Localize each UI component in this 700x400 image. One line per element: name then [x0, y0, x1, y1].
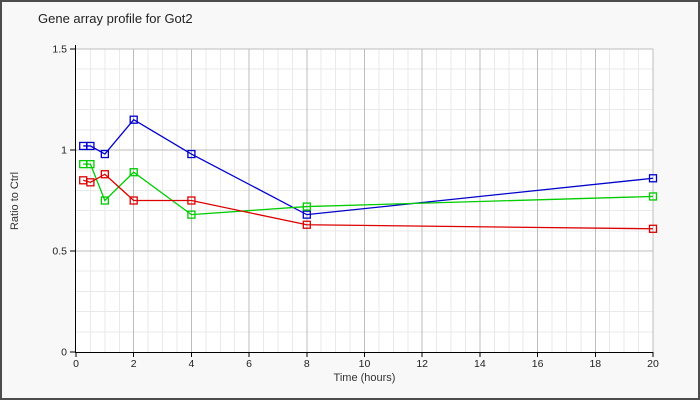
x-tick-label: 0: [73, 358, 79, 370]
green-series-line: [83, 163, 654, 216]
green-series-marker: [100, 196, 109, 205]
green-series-marker: [187, 210, 196, 219]
x-tick-label: 6: [246, 358, 252, 370]
red-series-line: [83, 173, 654, 230]
red-series-marker: [302, 220, 311, 229]
red-series-marker: [100, 170, 109, 179]
y-tick-label: 0: [61, 347, 67, 359]
x-axis-label: Time (hours): [333, 372, 396, 384]
red-series-marker: [86, 178, 95, 187]
x-tick-label: 20: [647, 358, 659, 370]
blue-series-line: [83, 118, 654, 216]
green-series-marker: [129, 168, 138, 177]
green-series-marker: [648, 192, 658, 201]
x-tick-label: 10: [359, 358, 371, 370]
blue-series-marker: [302, 210, 311, 219]
red-series-marker: [648, 224, 658, 233]
green-series-marker: [302, 202, 311, 211]
blue-series-marker: [187, 149, 196, 159]
x-tick-label: 4: [188, 358, 194, 370]
x-tick-label: 14: [474, 358, 486, 370]
blue-series-marker: [100, 149, 109, 159]
red-series-marker: [129, 196, 138, 205]
red-series-marker: [187, 196, 196, 205]
x-tick-label: 16: [532, 358, 544, 370]
blue-series-marker: [129, 115, 138, 124]
blue-series-marker: [86, 141, 95, 151]
y-axis-label: Ratio to Ctrl: [9, 171, 21, 231]
y-tick-label: 1.5: [52, 44, 67, 56]
x-tick-label: 2: [131, 358, 137, 370]
y-tick-label: 1: [61, 145, 67, 157]
chart-title: Gene array profile for Got2: [38, 11, 193, 26]
x-tick-label: 8: [304, 358, 310, 370]
green-series-marker: [86, 159, 95, 169]
x-tick-label: 12: [416, 358, 428, 370]
y-tick-label: 0.5: [52, 246, 67, 258]
x-tick-label: 18: [589, 358, 601, 370]
blue-series-marker: [648, 174, 658, 183]
